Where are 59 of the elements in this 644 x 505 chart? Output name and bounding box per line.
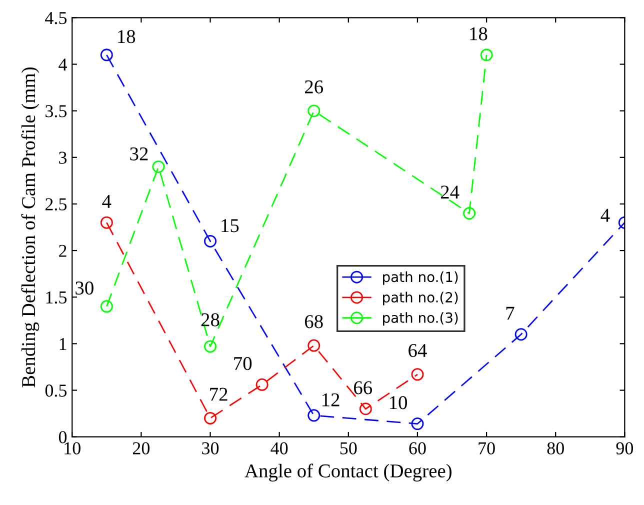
y-tick-label: 3: [59, 152, 67, 164]
y-tick-label: 2.5: [45, 198, 67, 210]
y-tick-label: 1: [60, 338, 66, 350]
x-tick-label: 80: [547, 442, 564, 454]
y-tick-label: 0: [58, 431, 67, 444]
point: [411, 368, 424, 381]
annotation: 4: [102, 195, 112, 208]
x-tick-label: 40: [270, 442, 288, 454]
point: [308, 409, 320, 422]
y-tick-label: 4: [58, 58, 67, 71]
annotation: 18: [470, 27, 488, 40]
point: [100, 48, 113, 62]
point: [100, 300, 113, 313]
y-tick-label: 4.5: [45, 12, 67, 24]
x-tick-label: 10: [64, 442, 80, 454]
annotation: 64: [408, 344, 427, 358]
legend-label: path no.(2): [383, 292, 458, 306]
point: [152, 160, 165, 173]
x-axis-title: Angle of Contact (Degree): [244, 464, 452, 482]
point: [411, 418, 424, 430]
x-tick-label: 30: [202, 442, 219, 454]
annotation: 28: [201, 313, 220, 326]
x-tick-label: 70: [478, 442, 495, 454]
y-tick-label: 0.5: [45, 384, 67, 397]
annotation: 10: [390, 396, 408, 410]
point: [204, 234, 217, 248]
annotation: 7: [506, 306, 514, 320]
y-axis-title: Bending Deflection of Cam Profile (mm): [21, 67, 40, 388]
annotation: 72: [210, 388, 228, 401]
x-tick-label: 60: [409, 442, 426, 454]
annotation: 32: [130, 147, 148, 160]
point: [514, 328, 528, 341]
point: [204, 412, 217, 424]
y-tick-label: 2: [59, 244, 66, 257]
annotation: 30: [76, 282, 94, 295]
annotation: 12: [322, 393, 340, 406]
point: [256, 378, 268, 391]
annotation: 66: [354, 381, 372, 394]
x-tick-label: 50: [340, 442, 357, 454]
annotation: 24: [440, 186, 460, 199]
annotation: 4: [600, 208, 610, 222]
point: [100, 216, 113, 229]
annotation: 18: [118, 30, 136, 44]
annotation: 15: [222, 219, 239, 232]
y-tick-label: 3.5: [46, 105, 67, 118]
y-tick-label: 1.5: [46, 291, 67, 304]
point: [480, 48, 493, 62]
annotation: 68: [304, 315, 323, 328]
annotation: 26: [305, 80, 324, 94]
annotation: 70: [234, 356, 252, 370]
point: [308, 104, 320, 118]
legend-label: path no.(1): [383, 271, 458, 285]
point: [359, 402, 372, 416]
point: [308, 339, 320, 352]
x-tick-label: 20: [132, 442, 150, 454]
point: [463, 207, 476, 220]
legend-label: path no.(3): [383, 312, 458, 326]
x-tick-label: 90: [616, 442, 634, 454]
point: [204, 340, 217, 353]
